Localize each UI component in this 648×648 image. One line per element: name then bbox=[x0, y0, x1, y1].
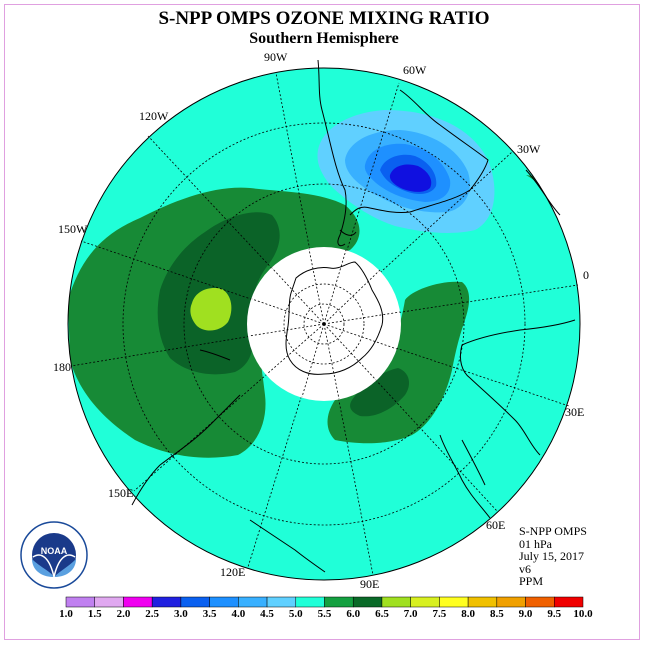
ozone-contour-light-green-spot bbox=[190, 288, 232, 331]
colorbar-segment bbox=[180, 596, 210, 608]
colorbar-tick-label: 9.5 bbox=[547, 608, 562, 620]
lon-label-90e: 90E bbox=[360, 577, 380, 591]
colorbar-tick-label: 7.5 bbox=[432, 608, 447, 620]
south-pole-marker bbox=[322, 322, 326, 326]
colorbar-segment bbox=[266, 596, 297, 608]
colorbar-segment bbox=[439, 596, 469, 608]
colorbar-tick-label: 8.0 bbox=[461, 608, 475, 620]
colorbar-segment bbox=[496, 596, 526, 608]
info-date: July 15, 2017 bbox=[519, 549, 585, 563]
colorbar-tick-label: 7.0 bbox=[403, 608, 418, 620]
lon-label-120w: 120W bbox=[139, 109, 169, 123]
colorbar-tick-label: 3.0 bbox=[174, 608, 188, 620]
colorbar-segment bbox=[209, 596, 239, 608]
colorbar-tick-label: 2.5 bbox=[145, 608, 160, 620]
lon-label-150w: 150W bbox=[58, 222, 88, 236]
coastlines bbox=[131, 59, 576, 573]
colorbar-segment bbox=[554, 596, 584, 608]
lon-label-30e: 30E bbox=[565, 405, 585, 419]
colorbar-tick-label: 4.5 bbox=[260, 608, 274, 620]
figure-frame bbox=[4, 4, 640, 640]
colorbar-tick-label: 2.0 bbox=[116, 608, 131, 620]
lon-label-60w: 60W bbox=[403, 63, 427, 77]
graticule-inner bbox=[248, 248, 401, 400]
map-border bbox=[67, 67, 581, 581]
colorbar-tick-label: 1.5 bbox=[87, 608, 102, 620]
ozone-contour-deep-blue bbox=[389, 164, 432, 192]
lon-label-0: 0 bbox=[583, 268, 589, 282]
lon-label-180: 180 bbox=[53, 360, 71, 374]
colorbar-tick-label: 5.0 bbox=[288, 608, 303, 620]
lon-label-60e: 60E bbox=[486, 518, 506, 532]
colorbar-segment bbox=[295, 596, 325, 608]
lon-label-150e: 150E bbox=[108, 486, 134, 500]
info-level: 01 hPa bbox=[519, 536, 552, 551]
colorbar-segment bbox=[525, 596, 555, 608]
colorbar-tick-label: 1.0 bbox=[59, 608, 73, 620]
colorbar-tick-label: 6.5 bbox=[375, 608, 389, 620]
info-version: v6 bbox=[519, 561, 531, 576]
noaa-logo: NOAA bbox=[20, 521, 88, 589]
colorbar-segment bbox=[410, 596, 440, 608]
noaa-logo-text: NOAA bbox=[41, 546, 68, 556]
colorbar-segment bbox=[238, 596, 268, 608]
colorbar-segment bbox=[151, 596, 182, 608]
colorbar-tick-label: 8.5 bbox=[489, 608, 504, 620]
colorbar-segment bbox=[123, 596, 153, 608]
colorbar-tick-label: 10.0 bbox=[573, 608, 593, 620]
colorbar-segment bbox=[94, 596, 124, 608]
colorbar-segment bbox=[324, 596, 354, 608]
colorbar-tick-label: 4.0 bbox=[231, 608, 246, 620]
colorbar-segment bbox=[352, 596, 383, 608]
colorbar-tick-label: 5.5 bbox=[317, 608, 332, 620]
antarctica-coastline bbox=[285, 261, 384, 375]
info-units: PPM bbox=[519, 574, 544, 588]
lon-label-120e: 120E bbox=[220, 565, 246, 579]
ozone-contour-dark-green-east bbox=[350, 368, 410, 417]
info-instrument: S-NPP OMPS bbox=[519, 524, 587, 538]
colorbar-tick-label: 9.0 bbox=[518, 608, 533, 620]
map-subtitle: Southern Hemisphere bbox=[249, 30, 399, 47]
lon-label-30w: 30W bbox=[517, 142, 541, 156]
map-info-block: S-NPP OMPS 01 hPa July 15, 2017 v6 PPM bbox=[519, 525, 587, 588]
colorbar-segment bbox=[467, 596, 498, 608]
colorbar-segment bbox=[65, 596, 95, 608]
colorbar-tick-label: 3.5 bbox=[202, 608, 217, 620]
lon-label-90w: 90W bbox=[264, 50, 288, 64]
colorbar-segment bbox=[381, 596, 411, 608]
colorbar-tick-label: 6.0 bbox=[346, 608, 361, 620]
map-title: S-NPP OMPS OZONE MIXING RATIO bbox=[158, 8, 490, 29]
